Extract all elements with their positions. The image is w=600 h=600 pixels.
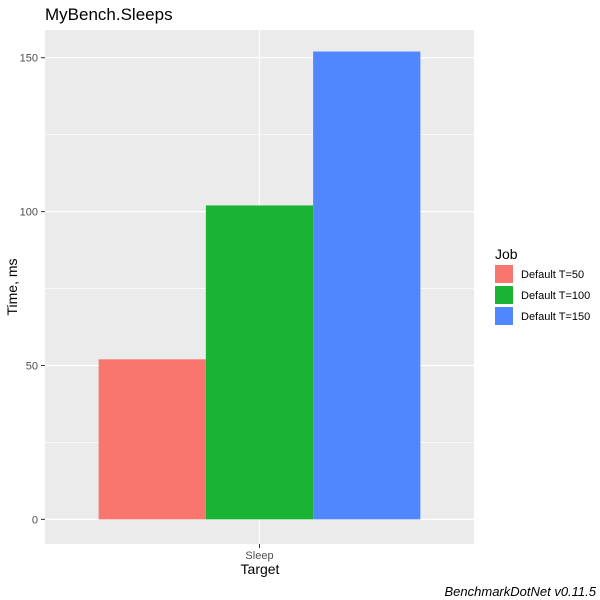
legend-label: Default T=100 [521,290,590,302]
bar [205,205,314,520]
y-tick-label: 100 [20,207,38,219]
y-axis-title: Time, ms [4,258,20,315]
y-tick-label: 0 [32,514,38,526]
legend: Job Default T=50 Default T=100 Default T=1… [495,246,590,325]
bars [98,51,421,520]
chart-title: MyBench.Sleeps [45,5,173,24]
bar [313,51,421,520]
legend-swatch [495,307,513,325]
x-axis-title: Target [241,561,280,577]
legend-title: Job [495,246,518,262]
y-tick-label: 150 [20,53,38,65]
legend-label: Default T=150 [521,311,590,323]
x-axis-ticks: Sleep [245,544,274,562]
legend-label: Default T=50 [521,269,584,281]
chart-caption: BenchmarkDotNet v0.11.5 [445,584,597,599]
legend-swatch [495,265,513,283]
bar [98,359,206,520]
y-axis-ticks: 0 50 100 150 [20,53,45,526]
x-tick-label: Sleep [245,550,273,562]
legend-swatch [495,286,513,304]
y-tick-label: 50 [26,360,38,372]
